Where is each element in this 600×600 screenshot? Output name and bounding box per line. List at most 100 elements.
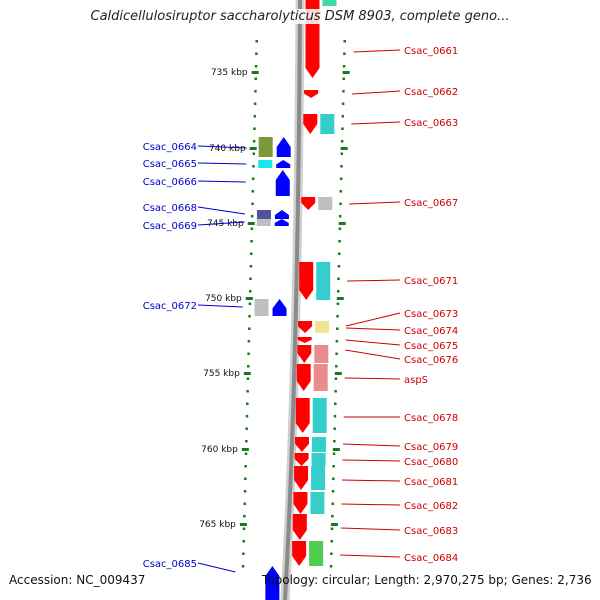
gene-arrow-csac_0675[interactable] bbox=[297, 337, 312, 343]
gene-label-leader bbox=[197, 180, 246, 183]
track-dot-left bbox=[250, 215, 254, 218]
axis-tick-label: 745 kbp bbox=[207, 219, 244, 229]
track-dot-right bbox=[338, 215, 342, 218]
gene-arrow-csac_0669[interactable] bbox=[274, 219, 289, 226]
gene-label-leader bbox=[353, 49, 401, 53]
gene-label-csac_0684[interactable]: Csac_0684 bbox=[404, 553, 458, 564]
gene-label-csac_0666[interactable]: Csac_0666 bbox=[143, 177, 197, 188]
track-dot-right bbox=[333, 427, 336, 430]
gene-label-csac_0672[interactable]: Csac_0672 bbox=[143, 301, 197, 312]
track-dot-left bbox=[244, 465, 247, 468]
gene-label-csac_0674[interactable]: Csac_0674 bbox=[404, 326, 458, 337]
track-dot-right bbox=[340, 152, 344, 155]
track-dot-right bbox=[333, 440, 336, 443]
gene-arrow-csac_0666[interactable] bbox=[275, 170, 290, 196]
gene-label-csac_0678[interactable]: Csac_0678 bbox=[404, 413, 458, 424]
gene-arrow-asps[interactable] bbox=[296, 364, 311, 391]
cog-box-csac_0671 bbox=[316, 262, 331, 300]
gene-label-leader bbox=[345, 349, 401, 360]
gene-arrow-csac_0664[interactable] bbox=[276, 137, 291, 157]
track-dot-right bbox=[338, 240, 341, 243]
gene-arrow-csac_0665[interactable] bbox=[276, 160, 291, 168]
gene-arrow-csac_0678[interactable] bbox=[295, 398, 310, 433]
gene-arrow-csac_0671[interactable] bbox=[299, 262, 314, 300]
gene-label-csac_0683[interactable]: Csac_0683 bbox=[404, 526, 458, 537]
track-dot-right bbox=[339, 177, 343, 180]
gene-label-csac_0668[interactable]: Csac_0668 bbox=[143, 203, 197, 214]
gene-label-asps[interactable]: aspS bbox=[404, 375, 428, 386]
track-dot-right bbox=[337, 252, 341, 255]
gene-label-csac_0680[interactable]: Csac_0680 bbox=[404, 457, 458, 468]
track-dot-right bbox=[332, 465, 335, 468]
track-dot-left bbox=[254, 65, 258, 68]
track-dot-right bbox=[337, 265, 341, 268]
gene-label-leader bbox=[352, 90, 401, 95]
track-dot-right bbox=[340, 165, 343, 168]
gene-label-csac_0676[interactable]: Csac_0676 bbox=[404, 355, 458, 366]
track-dot-left bbox=[250, 240, 253, 243]
accession-label: Accession: NC_009437 bbox=[9, 573, 146, 587]
track-dot-right bbox=[333, 415, 337, 418]
gene-arrow-csac_0676[interactable] bbox=[297, 345, 312, 363]
gene-label-csac_0661[interactable]: Csac_0661 bbox=[404, 46, 458, 57]
gene-arrow-csac_0681[interactable] bbox=[294, 466, 309, 490]
gene-arrow-csac_0668[interactable] bbox=[274, 210, 289, 219]
gene-label-leader bbox=[349, 201, 401, 205]
gene-label-leader bbox=[345, 339, 401, 346]
gene-arrow-csac_0680[interactable] bbox=[294, 453, 309, 466]
axis-tick-label: 760 kbp bbox=[201, 445, 238, 455]
track-dot-right bbox=[334, 402, 337, 405]
gene-label-csac_0675[interactable]: Csac_0675 bbox=[404, 341, 458, 352]
axis-tick-right bbox=[338, 222, 346, 225]
axis-tick bbox=[245, 297, 253, 300]
gene-arrow-csac_0682[interactable] bbox=[293, 492, 308, 514]
track-dot-left bbox=[255, 40, 258, 43]
cog-box-csac_0668 bbox=[256, 210, 271, 219]
gene-label-csac_0682[interactable]: Csac_0682 bbox=[404, 501, 458, 512]
gene-arrow-csac_0662[interactable] bbox=[304, 90, 319, 98]
track-dot-right bbox=[331, 502, 334, 505]
track-dot-left bbox=[251, 177, 255, 180]
gene-label-csac_0663[interactable]: Csac_0663 bbox=[404, 118, 458, 129]
gene-label-leader bbox=[345, 327, 401, 331]
cog-box-csac_0661 bbox=[322, 0, 337, 6]
gene-label-csac_0671[interactable]: Csac_0671 bbox=[404, 276, 458, 287]
gene-arrow-csac_0679[interactable] bbox=[294, 437, 309, 452]
gene-arrow-csac_0667[interactable] bbox=[301, 197, 316, 210]
gene-label-csac_0673[interactable]: Csac_0673 bbox=[404, 309, 458, 320]
gene-label-leader bbox=[345, 312, 401, 327]
cog-box-csac_0678 bbox=[312, 398, 327, 433]
track-dot-left bbox=[247, 340, 251, 343]
gene-arrow-csac_0683[interactable] bbox=[292, 514, 307, 540]
gene-label-leader bbox=[197, 221, 245, 226]
gene-arrow-csac_0663[interactable] bbox=[303, 114, 318, 134]
gene-label-csac_0667[interactable]: Csac_0667 bbox=[404, 198, 458, 209]
track-dot-left bbox=[244, 477, 247, 480]
gene-label-csac_0681[interactable]: Csac_0681 bbox=[404, 477, 458, 488]
track-dot-left bbox=[253, 115, 257, 118]
track-dot-left bbox=[244, 452, 248, 455]
gene-label-csac_0669[interactable]: Csac_0669 bbox=[143, 221, 197, 232]
gene-arrow-csac_0672[interactable] bbox=[272, 299, 287, 316]
track-dot-left bbox=[252, 152, 256, 155]
gene-label-csac_0685[interactable]: Csac_0685 bbox=[143, 559, 197, 570]
cog-box-csac_0663 bbox=[320, 114, 335, 134]
gene-label-csac_0662[interactable]: Csac_0662 bbox=[404, 87, 458, 98]
gene-arrow-csac_0685[interactable] bbox=[265, 566, 280, 600]
gene-label-csac_0665[interactable]: Csac_0665 bbox=[143, 159, 197, 170]
track-dot-right bbox=[330, 527, 334, 530]
track-dot-right bbox=[336, 302, 340, 305]
genome-backbone bbox=[283, 0, 302, 600]
track-dot-left bbox=[248, 302, 252, 305]
gene-arrow-csac_0684[interactable] bbox=[292, 541, 307, 566]
track-dot-left bbox=[246, 402, 249, 405]
genome-summary: Topology: circular; Length: 2,970,275 bp… bbox=[262, 573, 592, 587]
gene-label-leader bbox=[342, 479, 401, 482]
gene-label-leader bbox=[197, 304, 243, 308]
cog-box-csac_0681 bbox=[311, 466, 326, 490]
gene-label-csac_0664[interactable]: Csac_0664 bbox=[143, 142, 197, 153]
gene-arrow-csac_0674[interactable] bbox=[298, 321, 313, 333]
gene-label-csac_0679[interactable]: Csac_0679 bbox=[404, 442, 458, 453]
